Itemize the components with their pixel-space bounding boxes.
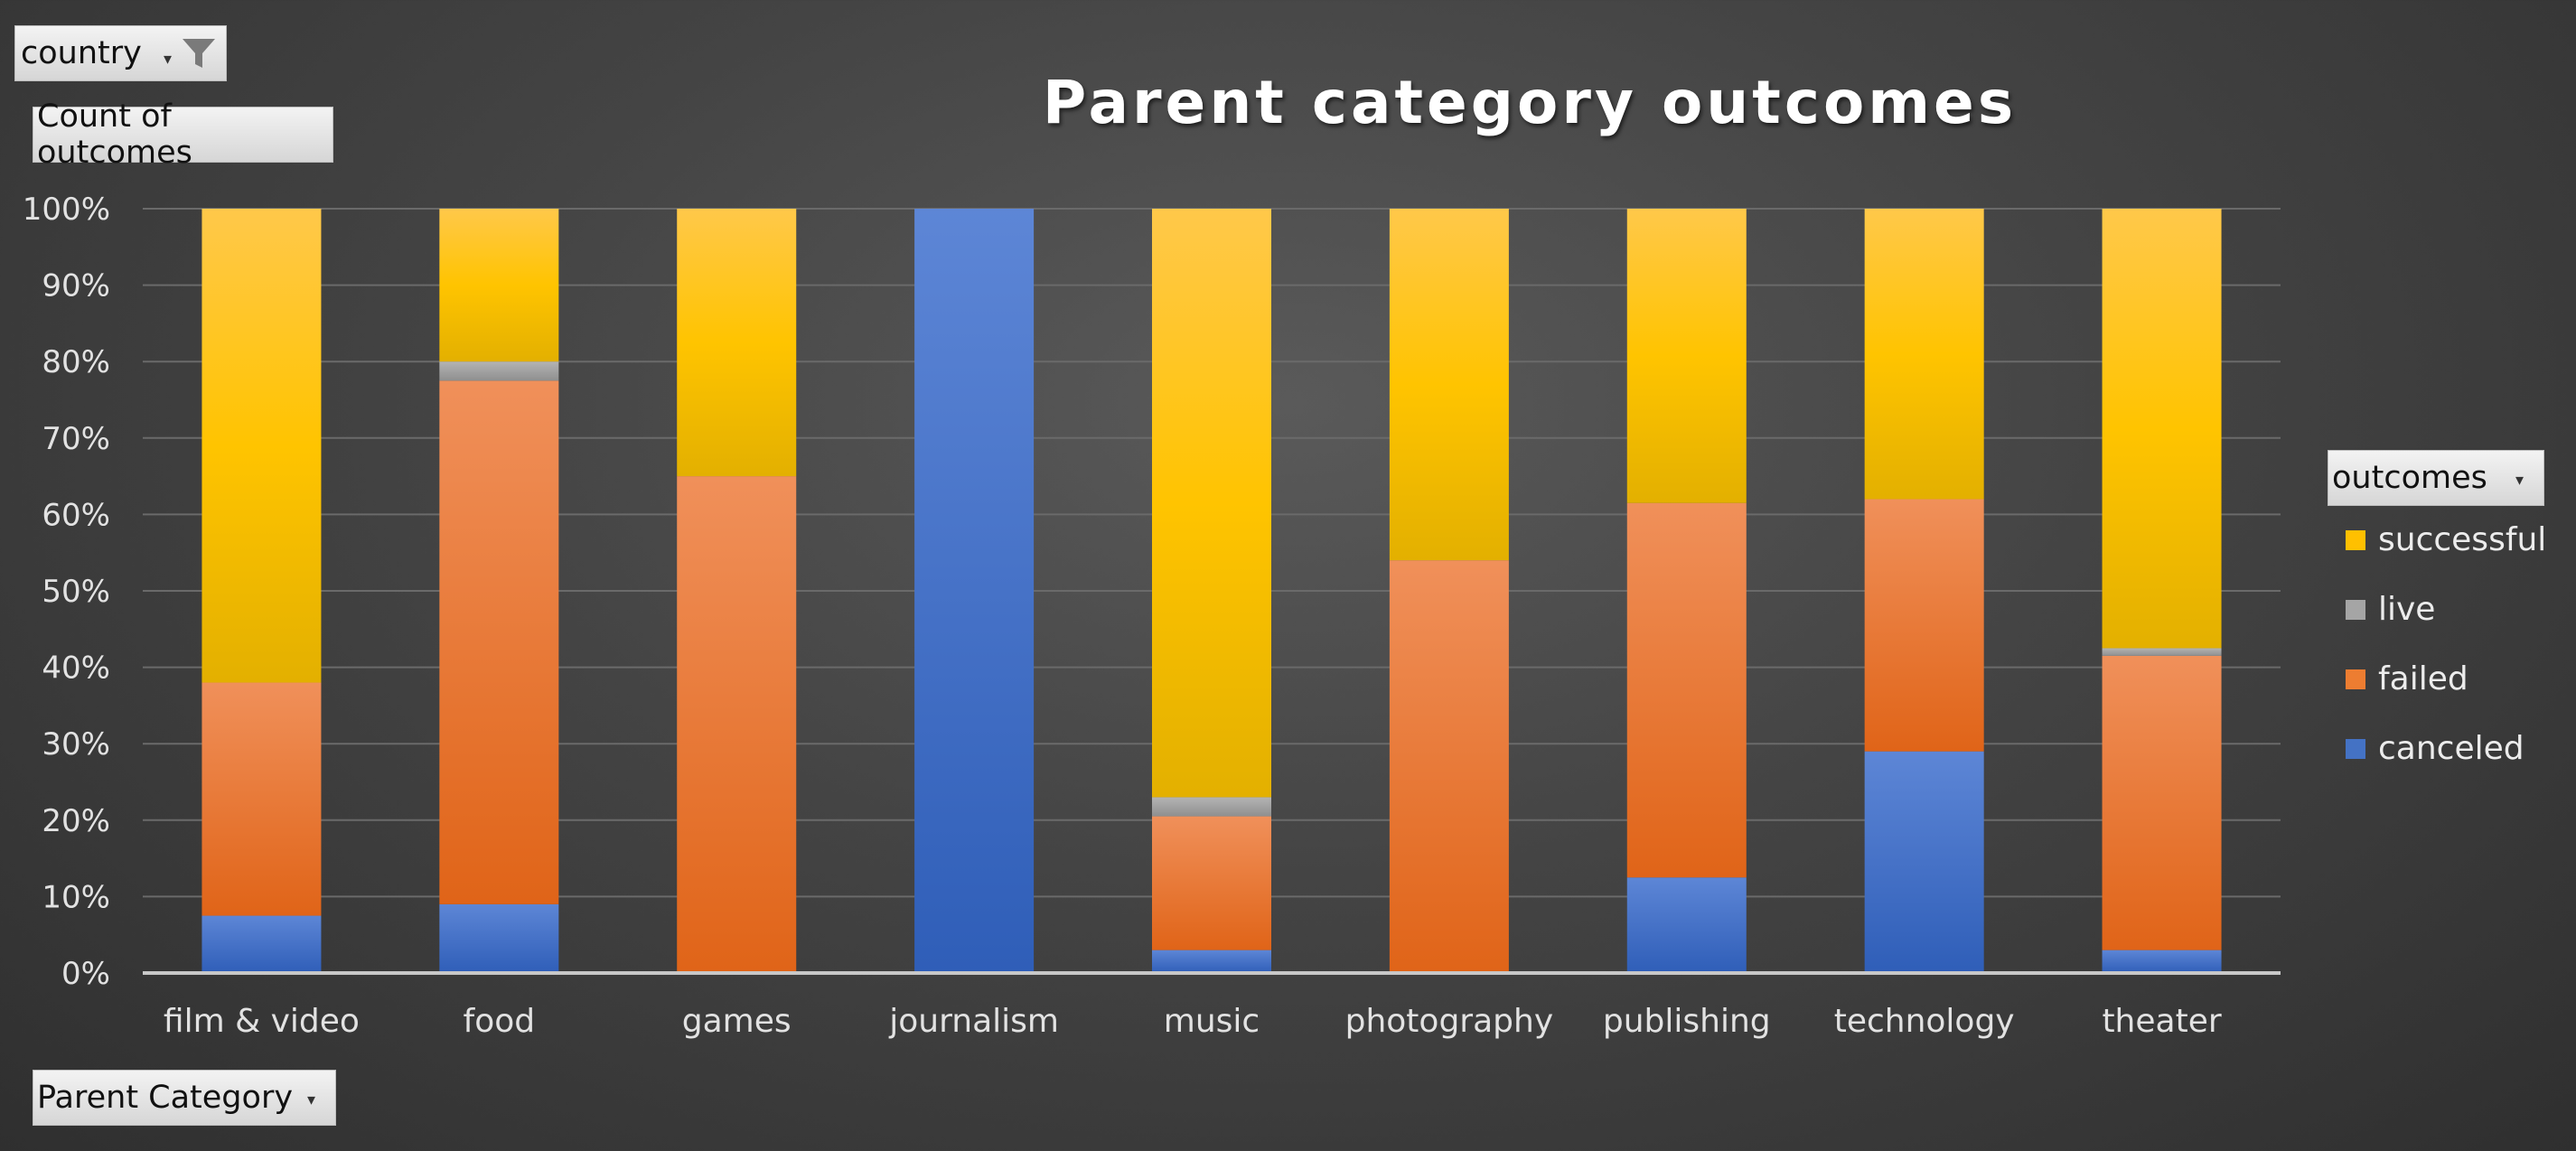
chart-title: Parent category outcomes (1042, 68, 2018, 137)
x-tick-label: food (464, 1003, 536, 1040)
legend-swatch (2346, 669, 2365, 689)
legend-swatch (2346, 738, 2365, 759)
legend-label: successful (2378, 521, 2547, 558)
country-filter-label: country (21, 35, 142, 71)
outcomes-label: outcomes (2332, 460, 2487, 496)
legend-label: failed (2378, 660, 2468, 697)
x-tick-label: publishing (1603, 1003, 1771, 1040)
y-tick-label: 30% (42, 726, 110, 763)
bar-canceled-food (439, 903, 559, 973)
count-of-outcomes-label: Count of outcomes (37, 98, 192, 171)
legend-item-canceled: canceled (2346, 730, 2524, 767)
x-tick-label: technology (1834, 1003, 2015, 1040)
legend-item-live: live (2346, 591, 2435, 628)
x-tick-label: music (1164, 1003, 1260, 1040)
x-tick-label: theater (2102, 1003, 2221, 1040)
bar-failed-games (677, 476, 797, 973)
parent-category-label: Parent Category (37, 1080, 294, 1116)
legend-swatch (2346, 529, 2365, 550)
parent-category-field-button[interactable]: Parent Category ▾ (33, 1070, 336, 1126)
outcomes-field-button[interactable]: outcomes ▾ (2328, 450, 2544, 506)
filter-icon (183, 39, 215, 68)
bar-live-music (1152, 797, 1271, 817)
y-tick-label: 50% (42, 574, 110, 610)
bar-failed-publishing (1626, 502, 1747, 878)
bar-failed-photography (1389, 560, 1509, 973)
bar-successful-games (677, 209, 797, 477)
bar-failed-theater (2102, 655, 2222, 950)
legend-label: canceled (2378, 730, 2524, 767)
bar-failed-food (439, 380, 559, 904)
x-tick-label: journalism (888, 1003, 1059, 1040)
bar-canceled-music (1152, 950, 1271, 973)
legend-item-failed: failed (2346, 660, 2468, 697)
chevron-down-icon: ▾ (306, 1090, 315, 1109)
bar-live-food (439, 361, 559, 381)
chevron-down-icon: ▾ (2515, 471, 2524, 490)
count-of-outcomes-field-button[interactable]: Count of outcomes (33, 98, 333, 171)
y-tick-label: 40% (42, 650, 110, 687)
y-tick-label: 0% (61, 956, 110, 992)
y-tick-label: 90% (42, 268, 110, 304)
bar-failed-technology (1864, 499, 1984, 752)
x-tick-label: games (682, 1003, 792, 1040)
y-tick-label: 10% (42, 879, 110, 915)
x-tick-label: photography (1345, 1003, 1554, 1040)
chevron-down-icon: ▾ (164, 50, 173, 69)
bar-canceled-theater (2102, 950, 2222, 973)
bar-canceled-film-video (201, 915, 322, 973)
bar-successful-photography (1389, 209, 1509, 561)
bar-canceled-journalism (914, 209, 1035, 973)
bar-live-theater (2102, 648, 2222, 656)
bar-canceled-publishing (1626, 877, 1747, 973)
y-tick-label: 80% (42, 344, 110, 380)
legend-item-successful: successful (2346, 521, 2546, 558)
bar-failed-film-video (201, 682, 322, 916)
bar-successful-theater (2102, 209, 2222, 649)
y-tick-label: 100% (23, 192, 110, 228)
bar-successful-technology (1864, 209, 1984, 500)
bar-successful-food (439, 209, 559, 362)
bar-successful-film-video (201, 209, 322, 683)
legend-swatch (2346, 599, 2365, 620)
legend-label: live (2378, 591, 2436, 628)
bar-successful-music (1152, 209, 1271, 798)
y-tick-label: 20% (42, 803, 110, 839)
bar-successful-publishing (1626, 209, 1747, 503)
y-tick-label: 70% (42, 421, 110, 457)
x-tick-label: film & video (164, 1003, 360, 1040)
country-filter-button[interactable]: country ▾ (14, 25, 227, 81)
bar-canceled-technology (1864, 751, 1984, 973)
y-tick-label: 60% (42, 497, 110, 533)
bar-failed-music (1152, 816, 1271, 950)
